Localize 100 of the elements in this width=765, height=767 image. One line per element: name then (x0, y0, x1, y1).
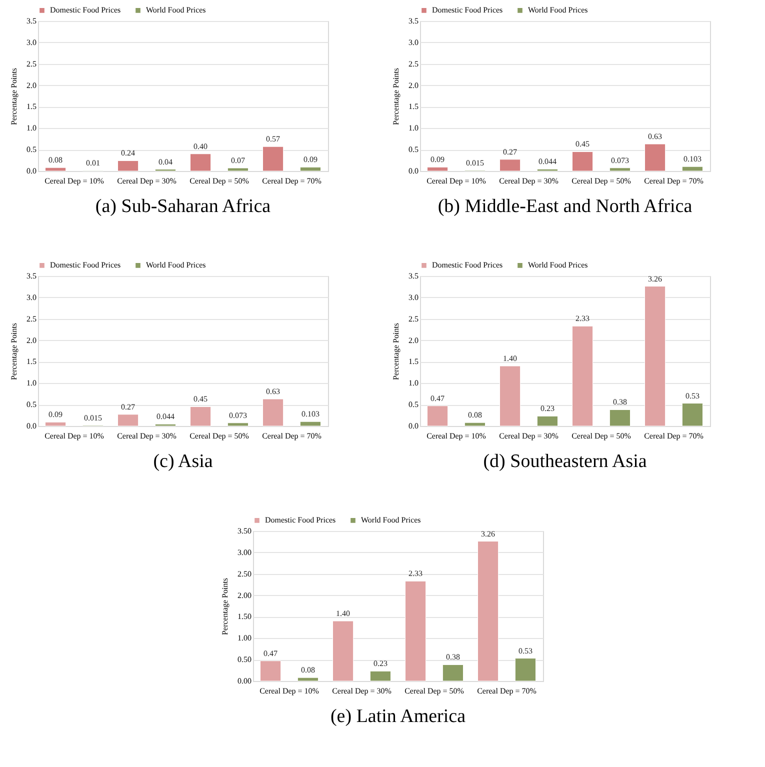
legend-label: World Food Prices (361, 515, 421, 524)
data-label: 0.53 (518, 646, 532, 656)
data-label: 0.103 (301, 410, 320, 419)
data-label: 0.40 (194, 142, 208, 151)
data-label: 0.45 (576, 140, 590, 149)
data-label: 0.38 (446, 652, 460, 662)
bar (500, 366, 521, 426)
bar (45, 167, 66, 172)
y-tick-label: 2.5 (26, 59, 36, 68)
y-tick-label: 1.5 (408, 102, 418, 112)
y-tick-label: 0.00 (238, 676, 252, 686)
bar (644, 286, 666, 426)
x-tick-label: Cereal Dep = 10% (260, 686, 320, 696)
data-label: 0.04 (158, 157, 172, 166)
bar (464, 422, 486, 426)
bar (260, 660, 282, 682)
data-label: 0.08 (48, 156, 63, 165)
y-tick-label: 1.0 (26, 124, 36, 133)
y-tick-label: 2.5 (408, 59, 418, 68)
bar (500, 159, 521, 172)
y-axis-title: Percentage Points (220, 578, 230, 636)
bar (644, 144, 666, 172)
y-axis-title: Percentage Points (10, 322, 18, 380)
y-tick-label: 3.0 (26, 292, 36, 302)
data-label: 0.08 (468, 410, 482, 420)
x-tick-label: Cereal Dep = 30% (499, 432, 559, 440)
bar (427, 166, 448, 172)
bar (262, 146, 284, 172)
bar (332, 620, 354, 682)
legend-label: Domestic Food Prices (50, 260, 121, 270)
bar (118, 160, 139, 172)
bar (536, 416, 558, 426)
data-label: 0.38 (612, 398, 627, 407)
x-tick-label: Cereal Dep = 50% (190, 176, 250, 186)
legend-label: Domestic Food Prices (265, 515, 336, 524)
x-tick-label: Cereal Dep = 70% (262, 432, 322, 440)
y-tick-label: 3.0 (408, 38, 418, 47)
bar (572, 151, 594, 172)
y-tick-label: 3.5 (26, 272, 36, 280)
data-label: 2.33 (576, 314, 590, 324)
data-label: 0.015 (466, 158, 484, 168)
data-label: 3.26 (481, 529, 496, 538)
x-tick-label: Cereal Dep = 30% (332, 686, 392, 696)
data-label: 0.09 (303, 155, 318, 164)
y-tick-label: 2.50 (238, 569, 252, 578)
data-label: 0.23 (540, 404, 554, 414)
data-label: 0.47 (264, 648, 278, 658)
y-tick-label: 3.5 (408, 16, 418, 26)
bar (190, 154, 212, 172)
y-tick-label: 0.50 (238, 655, 252, 664)
y-tick-label: 2.5 (408, 314, 418, 324)
y-tick-label: 0.5 (408, 400, 418, 410)
data-label: 0.015 (84, 413, 102, 422)
data-label: 0.47 (430, 394, 445, 403)
y-tick-label: 1.0 (408, 124, 418, 133)
y-tick-label: 0.0 (26, 166, 36, 176)
bar (300, 166, 321, 172)
text: (e) Latin America (330, 706, 466, 727)
x-tick-label: Cereal Dep = 70% (644, 176, 704, 186)
y-tick-label: 1.5 (26, 102, 36, 112)
x-tick-label: Cereal Dep = 50% (404, 686, 464, 696)
data-label: 0.24 (121, 148, 136, 158)
data-label: 0.044 (156, 412, 174, 422)
y-tick-label: 3.5 (408, 272, 418, 280)
x-tick-label: Cereal Dep = 70% (262, 176, 322, 186)
bar (300, 421, 321, 426)
y-tick-label: 1.50 (238, 612, 252, 622)
bar (682, 403, 703, 426)
y-tick-label: 0.5 (26, 400, 36, 410)
data-label: 0.45 (194, 394, 208, 404)
x-tick-label: Cereal Dep = 10% (426, 432, 486, 440)
x-tick-label: Cereal Dep = 70% (644, 432, 704, 440)
legend-label: World Food Prices (528, 260, 588, 270)
y-tick-label: 1.00 (238, 634, 252, 643)
legend-label: World Food Prices (146, 5, 206, 14)
data-label: 0.073 (610, 156, 629, 165)
data-label: 1.40 (336, 609, 350, 618)
data-label: 0.09 (48, 410, 63, 420)
y-tick-label: 2.00 (238, 590, 252, 600)
data-label: 0.07 (230, 156, 245, 165)
data-label: 0.044 (538, 157, 556, 166)
data-label: 0.63 (648, 132, 662, 141)
y-tick-label: 0.5 (26, 145, 36, 154)
y-tick-label: 0.5 (408, 145, 418, 154)
bar (227, 168, 248, 172)
data-label: 3.26 (648, 274, 662, 284)
y-tick-label: 2.0 (408, 80, 418, 90)
y-tick-label: 3.00 (238, 548, 252, 557)
data-label: 0.103 (683, 154, 702, 164)
y-axis-title: Percentage Points (10, 68, 18, 126)
x-tick-label: Cereal Dep = 30% (117, 432, 177, 440)
data-label: 2.33 (408, 569, 423, 578)
y-tick-label: 0.0 (408, 166, 418, 176)
x-tick-label: Cereal Dep = 30% (117, 176, 177, 186)
x-tick-label: Cereal Dep = 50% (190, 432, 250, 440)
y-tick-label: 2.0 (408, 336, 418, 345)
bar (262, 398, 284, 426)
y-tick-label: 0.0 (26, 422, 36, 430)
y-tick-label: 2.5 (26, 314, 36, 324)
data-label: 0.09 (430, 155, 445, 164)
